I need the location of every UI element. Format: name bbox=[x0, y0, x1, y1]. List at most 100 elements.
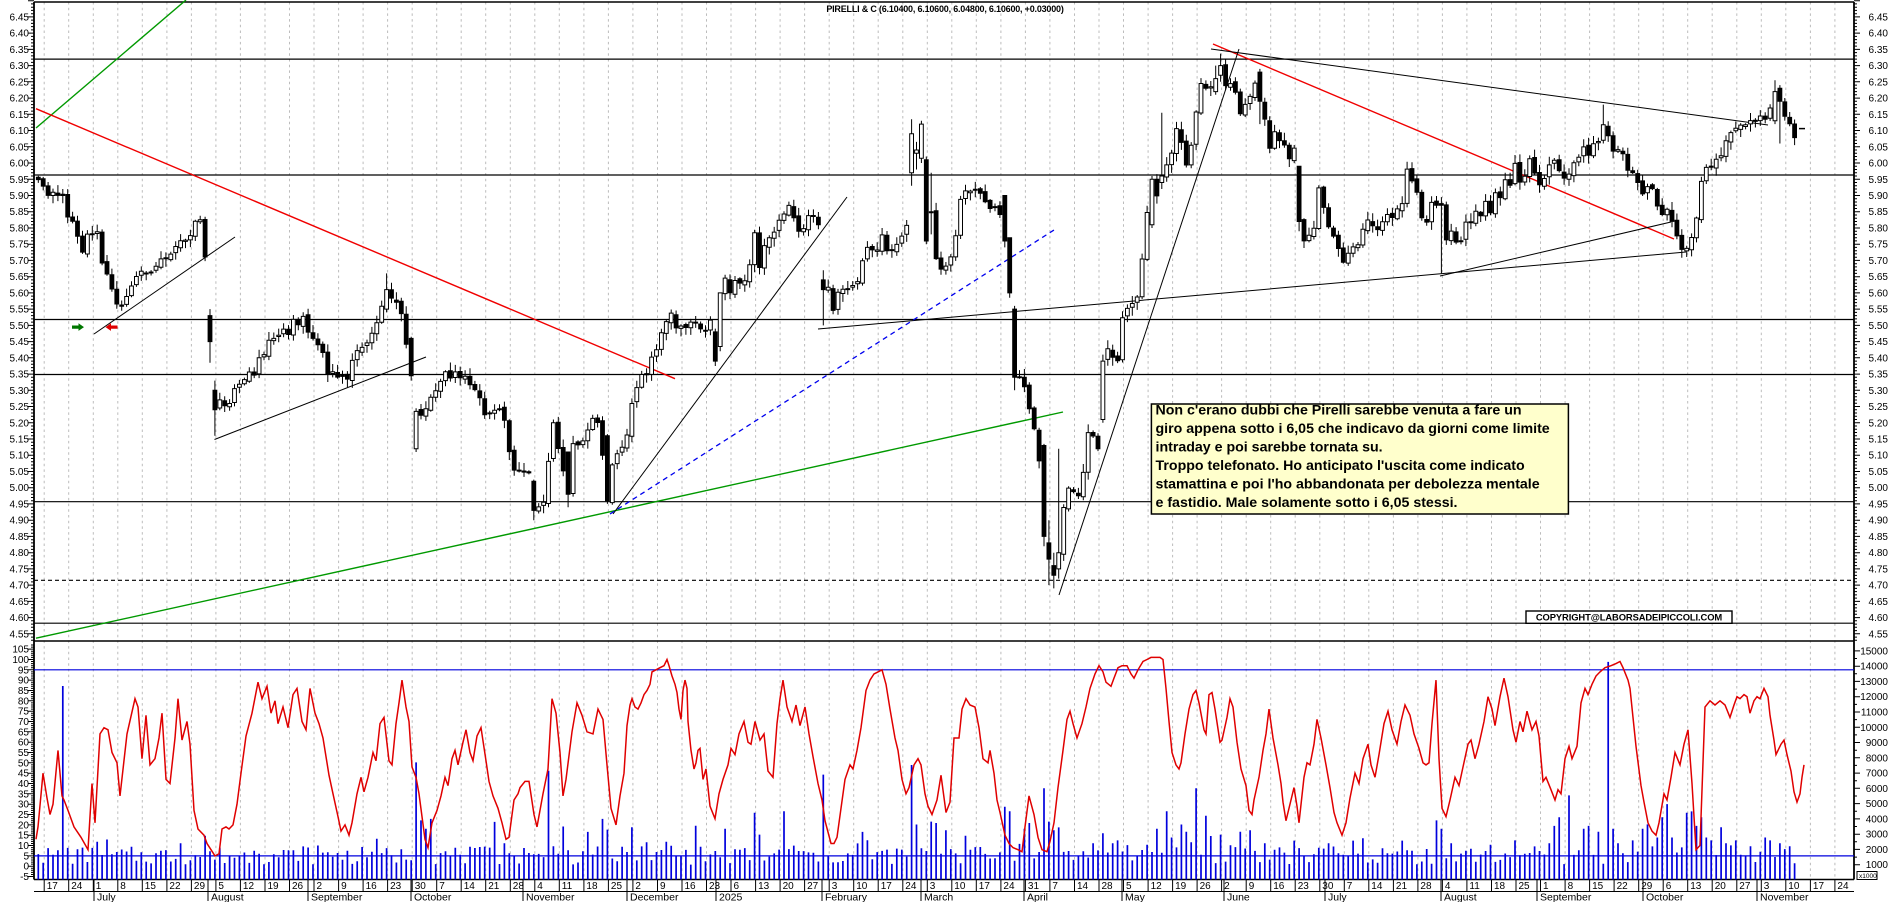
svg-text:11: 11 bbox=[1469, 881, 1480, 892]
svg-text:giro appena sotto i 6,05 che i: giro appena sotto i 6,05 che indicavo da… bbox=[1156, 421, 1550, 437]
svg-text:x1000: x1000 bbox=[1859, 873, 1877, 880]
svg-text:60: 60 bbox=[18, 738, 30, 749]
svg-text:Non c'erano dubbi che Pirelli: Non c'erano dubbi che Pirelli sarebbe ve… bbox=[1156, 403, 1522, 419]
svg-text:24: 24 bbox=[1837, 881, 1849, 892]
svg-text:5.00: 5.00 bbox=[10, 483, 30, 494]
svg-text:3: 3 bbox=[930, 881, 936, 892]
svg-text:75: 75 bbox=[18, 707, 30, 718]
svg-text:5.15: 5.15 bbox=[10, 435, 30, 446]
svg-text:July: July bbox=[1328, 892, 1347, 902]
svg-text:8: 8 bbox=[120, 881, 126, 892]
svg-text:5.75: 5.75 bbox=[1869, 240, 1889, 251]
svg-text:31: 31 bbox=[1028, 881, 1040, 892]
svg-text:March: March bbox=[924, 892, 953, 902]
svg-text:5.45: 5.45 bbox=[10, 337, 30, 348]
svg-text:4.70: 4.70 bbox=[1869, 581, 1889, 592]
svg-text:11: 11 bbox=[562, 881, 573, 892]
svg-text:12: 12 bbox=[243, 881, 255, 892]
svg-text:9000: 9000 bbox=[1866, 738, 1889, 749]
svg-text:9: 9 bbox=[341, 881, 347, 892]
svg-text:November: November bbox=[526, 892, 575, 902]
svg-text:29: 29 bbox=[194, 881, 206, 892]
svg-text:14: 14 bbox=[1077, 881, 1089, 892]
svg-text:5.90: 5.90 bbox=[10, 191, 30, 202]
svg-text:4.90: 4.90 bbox=[1869, 516, 1889, 527]
svg-text:29: 29 bbox=[1641, 881, 1653, 892]
svg-text:COPYRIGHT@LABORSADEIPICCOLI.CO: COPYRIGHT@LABORSADEIPICCOLI.COM bbox=[1536, 612, 1723, 623]
svg-text:6.30: 6.30 bbox=[10, 61, 30, 72]
svg-text:May: May bbox=[1125, 892, 1146, 902]
svg-text:16: 16 bbox=[685, 881, 697, 892]
svg-text:26: 26 bbox=[1200, 881, 1212, 892]
svg-text:5.45: 5.45 bbox=[1869, 337, 1889, 348]
svg-text:10: 10 bbox=[18, 841, 30, 852]
svg-text:80: 80 bbox=[18, 696, 30, 707]
svg-text:30: 30 bbox=[1322, 881, 1334, 892]
svg-text:July: July bbox=[97, 892, 116, 902]
svg-text:4.65: 4.65 bbox=[1869, 597, 1889, 608]
svg-text:8: 8 bbox=[1568, 881, 1574, 892]
svg-text:14: 14 bbox=[464, 881, 476, 892]
svg-text:5.65: 5.65 bbox=[1869, 272, 1889, 283]
svg-text:2: 2 bbox=[317, 881, 323, 892]
svg-text:5.40: 5.40 bbox=[1869, 353, 1889, 364]
svg-text:2025: 2025 bbox=[719, 892, 743, 902]
svg-text:12: 12 bbox=[1151, 881, 1163, 892]
svg-text:17: 17 bbox=[1813, 881, 1825, 892]
svg-text:September: September bbox=[1540, 892, 1592, 902]
svg-text:13000: 13000 bbox=[1860, 677, 1888, 688]
svg-text:27: 27 bbox=[1739, 881, 1751, 892]
svg-text:6.35: 6.35 bbox=[10, 45, 30, 56]
svg-text:6.00: 6.00 bbox=[10, 159, 30, 170]
svg-text:11000: 11000 bbox=[1861, 708, 1889, 719]
svg-text:6.45: 6.45 bbox=[1869, 12, 1889, 23]
svg-text:35: 35 bbox=[18, 789, 30, 800]
svg-text:intraday e poi sarebbe tornata: intraday e poi sarebbe tornata su. bbox=[1156, 440, 1383, 456]
svg-text:1: 1 bbox=[96, 881, 102, 892]
svg-text:4.95: 4.95 bbox=[10, 499, 30, 510]
svg-text:25: 25 bbox=[611, 881, 623, 892]
svg-text:13: 13 bbox=[758, 881, 770, 892]
svg-text:5.60: 5.60 bbox=[1869, 288, 1889, 299]
svg-text:4.65: 4.65 bbox=[10, 597, 30, 608]
svg-text:August: August bbox=[1444, 892, 1477, 902]
svg-text:22: 22 bbox=[1617, 881, 1629, 892]
svg-text:18: 18 bbox=[586, 881, 598, 892]
svg-text:5.10: 5.10 bbox=[10, 451, 30, 462]
svg-text:5.50: 5.50 bbox=[10, 321, 30, 332]
svg-text:3: 3 bbox=[1764, 881, 1770, 892]
svg-text:6.40: 6.40 bbox=[1869, 29, 1889, 40]
svg-text:13: 13 bbox=[1690, 881, 1702, 892]
svg-text:100: 100 bbox=[12, 655, 29, 666]
svg-text:26: 26 bbox=[292, 881, 304, 892]
svg-text:5.80: 5.80 bbox=[1869, 224, 1889, 235]
svg-text:10: 10 bbox=[1788, 881, 1800, 892]
svg-text:15: 15 bbox=[145, 881, 157, 892]
svg-text:September: September bbox=[311, 892, 363, 902]
svg-text:105: 105 bbox=[12, 645, 29, 656]
svg-text:4000: 4000 bbox=[1866, 814, 1889, 825]
svg-text:24: 24 bbox=[1003, 881, 1015, 892]
svg-text:12000: 12000 bbox=[1860, 692, 1888, 703]
svg-text:7: 7 bbox=[439, 881, 445, 892]
svg-text:20: 20 bbox=[18, 820, 30, 831]
svg-text:5.65: 5.65 bbox=[10, 272, 30, 283]
svg-text:4.80: 4.80 bbox=[10, 548, 30, 559]
svg-text:5.40: 5.40 bbox=[10, 353, 30, 364]
svg-text:23: 23 bbox=[390, 881, 402, 892]
svg-text:Troppo telefonato. Ho anticipa: Troppo telefonato. Ho anticipato l'uscit… bbox=[1156, 458, 1525, 474]
svg-text:30: 30 bbox=[415, 881, 427, 892]
svg-text:16: 16 bbox=[1273, 881, 1285, 892]
svg-text:15: 15 bbox=[1592, 881, 1604, 892]
svg-text:6.15: 6.15 bbox=[10, 110, 30, 121]
svg-text:95: 95 bbox=[18, 665, 30, 676]
svg-text:e fastidio. Male solamente sot: e fastidio. Male solamente sotto i 6,05 … bbox=[1156, 495, 1458, 511]
svg-text:14: 14 bbox=[1371, 881, 1383, 892]
svg-text:5.15: 5.15 bbox=[1869, 435, 1889, 446]
svg-text:2: 2 bbox=[1224, 881, 1230, 892]
svg-text:6.05: 6.05 bbox=[1869, 142, 1889, 153]
svg-text:6.40: 6.40 bbox=[10, 29, 30, 40]
svg-text:April: April bbox=[1027, 892, 1048, 902]
svg-text:5.30: 5.30 bbox=[1869, 386, 1889, 397]
svg-text:5.00: 5.00 bbox=[1869, 483, 1889, 494]
